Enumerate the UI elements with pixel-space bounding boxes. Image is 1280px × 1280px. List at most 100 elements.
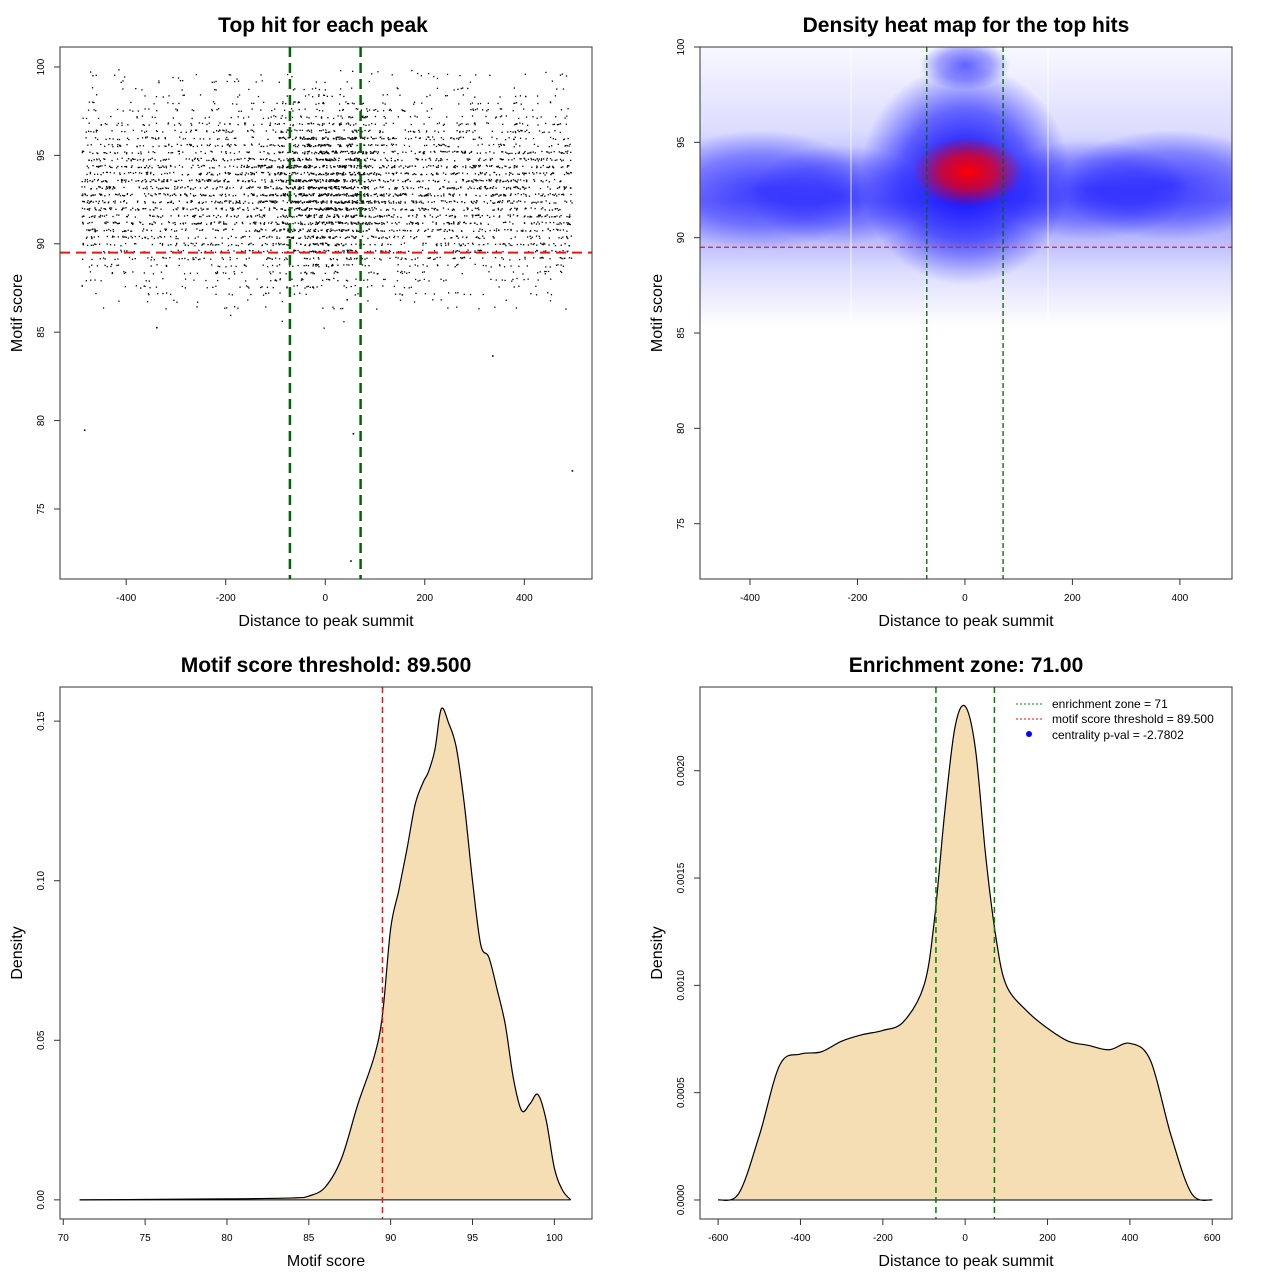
scatter-point <box>226 307 228 309</box>
scatter-point <box>329 180 332 182</box>
scatter-point <box>102 180 104 182</box>
scatter-point <box>497 102 499 105</box>
scatter-point <box>312 136 314 138</box>
scatter-point <box>332 216 335 218</box>
scatter-point <box>520 103 522 105</box>
scatter-point <box>407 131 410 133</box>
scatter-point <box>448 215 451 217</box>
scatter-point <box>206 223 208 225</box>
scatter-point <box>320 158 322 161</box>
scatter-point <box>116 167 118 169</box>
scatter-point <box>218 108 220 110</box>
scatter-point <box>363 279 365 281</box>
scatter-point <box>316 208 318 210</box>
scatter-point <box>327 207 329 209</box>
scatter-point <box>555 116 557 118</box>
scatter-point <box>553 221 555 224</box>
scatter-point <box>343 186 345 188</box>
scatter-point <box>90 130 92 133</box>
scatter-point <box>87 167 90 169</box>
scatter-point <box>217 279 219 282</box>
scatter-point <box>391 137 394 140</box>
scatter-point <box>556 124 559 126</box>
scatter-point <box>313 173 315 175</box>
scatter-point <box>550 151 552 153</box>
scatter-point <box>455 188 458 190</box>
scatter-point <box>474 109 477 111</box>
scatter-point <box>489 74 491 76</box>
scatter-point <box>97 117 100 120</box>
scatter-point <box>178 264 180 267</box>
scatter-point <box>312 235 315 237</box>
scatter-point <box>528 131 530 134</box>
scatter-point <box>510 228 512 231</box>
scatter-point <box>181 89 183 91</box>
scatter-point <box>326 200 328 202</box>
scatter-point <box>505 115 507 117</box>
scatter-point <box>380 259 382 261</box>
scatter-point <box>179 187 182 189</box>
scatter-point <box>429 235 431 238</box>
scatter-point <box>330 194 332 197</box>
scatter-point <box>116 214 118 216</box>
scatter-point <box>536 249 538 252</box>
scatter-point <box>284 216 286 218</box>
scatter-point <box>350 223 353 225</box>
scatter-point <box>267 117 270 119</box>
scatter-point <box>345 159 347 161</box>
scatter-point <box>266 167 268 169</box>
scatter-point <box>305 138 307 140</box>
scatter-point <box>174 129 176 132</box>
scatter-point <box>427 193 429 195</box>
scatter-point <box>423 151 425 153</box>
scatter-point <box>436 87 439 89</box>
scatter-point <box>481 143 483 145</box>
scatter-point <box>226 144 228 146</box>
scatter-point <box>347 214 349 217</box>
scatter-point <box>352 188 354 190</box>
scatter-point <box>291 216 293 218</box>
scatter-point <box>327 117 329 119</box>
scatter-point <box>547 186 549 188</box>
scatter-point <box>480 188 482 190</box>
scatter-point <box>300 193 302 196</box>
scatter-point <box>293 249 296 251</box>
scatter-point <box>494 243 497 245</box>
scatter-point <box>410 123 412 126</box>
scatter-point <box>122 207 124 209</box>
scatter-point <box>401 109 403 111</box>
scatter-point <box>89 229 91 231</box>
scatter-point <box>150 259 152 261</box>
scatter-point <box>536 172 538 174</box>
scatter-point <box>549 101 552 103</box>
scatter-point <box>252 180 254 183</box>
scatter-point <box>110 115 112 118</box>
scatter-point <box>563 186 565 188</box>
scatter-point <box>303 250 305 253</box>
scatter-point <box>326 95 328 97</box>
scatter-point <box>167 102 169 104</box>
scatter-point <box>410 150 413 152</box>
scatter-point <box>181 228 183 230</box>
scatter-point <box>327 228 329 231</box>
scatter-point <box>380 230 382 232</box>
scatter-point <box>243 117 245 119</box>
scatter-point <box>306 207 309 209</box>
scatter-point <box>261 244 264 246</box>
scatter-point <box>430 194 432 197</box>
scatter-point <box>381 215 383 217</box>
scatter-point <box>456 306 458 308</box>
scatter-point <box>548 166 550 168</box>
scatter-point <box>341 165 343 167</box>
scatter-point <box>512 271 515 273</box>
scatter-point <box>199 94 202 96</box>
scatter-point <box>288 236 290 238</box>
scatter-point <box>384 181 386 183</box>
scatter-point <box>154 137 156 139</box>
scatter-point <box>295 195 297 197</box>
scatter-point <box>251 167 254 169</box>
scatter-point <box>563 173 566 176</box>
scatter-point <box>445 214 447 216</box>
scatter-point <box>350 221 352 223</box>
scatter-point <box>201 195 203 197</box>
